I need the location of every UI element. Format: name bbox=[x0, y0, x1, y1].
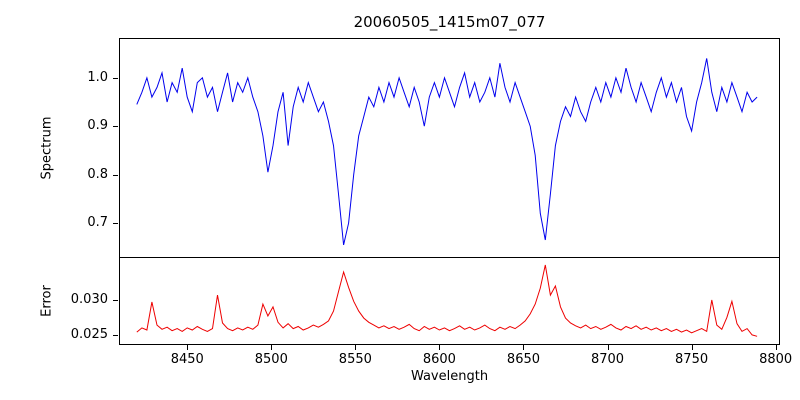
spectrum-ytick-label: 0.7 bbox=[87, 215, 108, 231]
spectrum-series-line bbox=[136, 58, 758, 246]
xtick-label: 8500 bbox=[254, 352, 288, 367]
xtick-mark bbox=[355, 345, 357, 350]
xtick-label: 8450 bbox=[170, 352, 204, 367]
xtick-label: 8700 bbox=[590, 352, 625, 367]
xtick-label: 8800 bbox=[759, 352, 793, 367]
spectrum-y-axis-ticks: 0.7 0.8 0.9 1.0 bbox=[0, 38, 119, 258]
error-ytick-mark bbox=[113, 299, 118, 301]
xtick-label: 8650 bbox=[506, 352, 541, 367]
xtick-label: 8750 bbox=[675, 352, 709, 367]
error-panel bbox=[119, 258, 780, 345]
spectrum-ytick-mark bbox=[113, 174, 118, 176]
xtick-label: 8550 bbox=[338, 352, 372, 367]
xtick-mark bbox=[187, 345, 189, 350]
spectrum-ytick-mark bbox=[113, 77, 118, 79]
spectrum-ytick-mark bbox=[113, 223, 118, 225]
spectrum-ytick-label: 1.0 bbox=[87, 69, 108, 85]
error-series-line bbox=[136, 264, 758, 337]
spectrum-ytick-label: 0.8 bbox=[87, 166, 108, 182]
error-ytick-label: 0.025 bbox=[70, 326, 108, 342]
xtick-mark bbox=[271, 345, 273, 350]
plot-title: 20060505_1415m07_077 bbox=[353, 13, 546, 31]
xtick-mark bbox=[775, 345, 777, 350]
error-ytick-label: 0.030 bbox=[70, 291, 108, 307]
xtick-label: 8600 bbox=[422, 352, 456, 367]
spectrum-panel bbox=[119, 38, 780, 258]
x-axis-ticks: 8450 8500 8550 8600 8650 8700 8750 8800 bbox=[119, 345, 792, 369]
error-y-axis-ticks: 0.025 0.030 bbox=[0, 258, 119, 345]
error-ytick-mark bbox=[113, 334, 118, 336]
spectrum-line-plot bbox=[136, 58, 758, 246]
xtick-mark bbox=[523, 345, 525, 350]
xtick-mark bbox=[691, 345, 693, 350]
spectrum-ytick-mark bbox=[113, 126, 118, 128]
xtick-mark bbox=[439, 345, 441, 350]
x-axis-label: Wavelength bbox=[410, 369, 489, 384]
error-line-plot bbox=[136, 264, 758, 337]
xtick-mark bbox=[607, 345, 609, 350]
spectrum-ytick-label: 0.9 bbox=[87, 118, 108, 134]
